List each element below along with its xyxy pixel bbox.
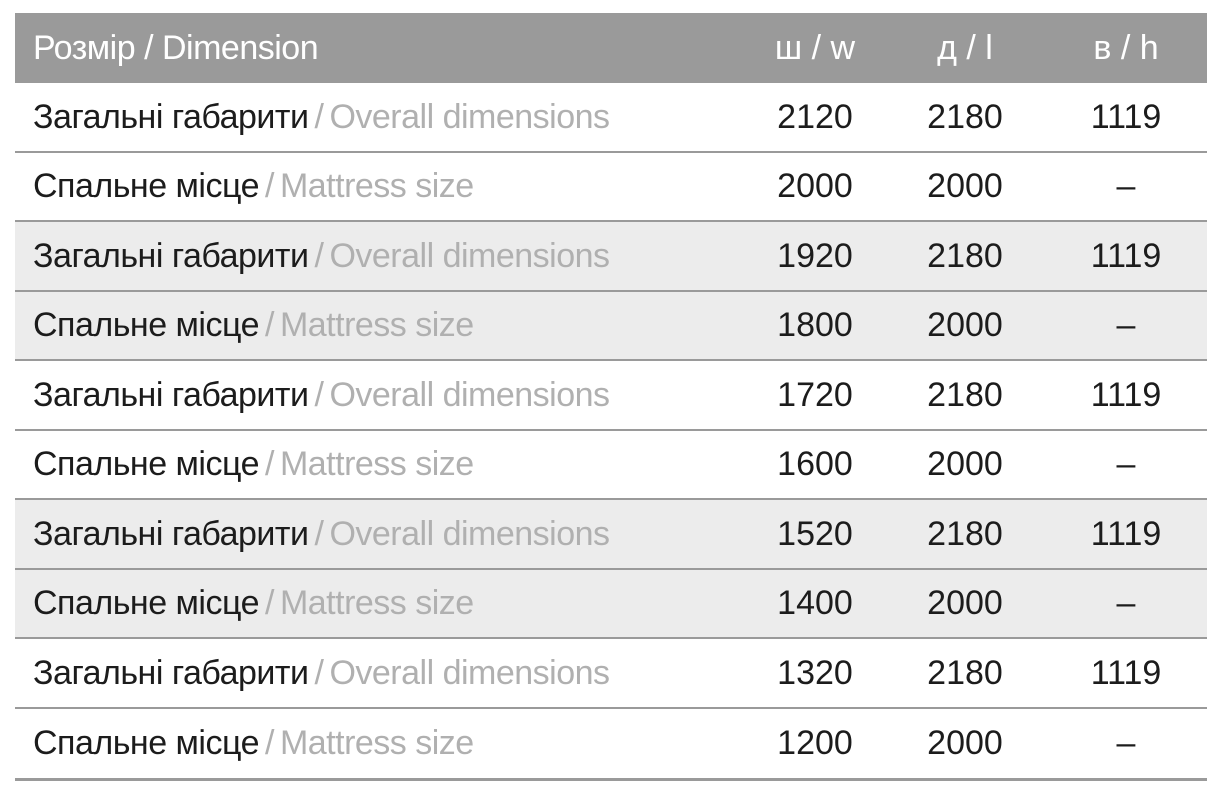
row-label: Загальні габарити / Overall dimensions <box>15 100 745 134</box>
table-row: Загальні габарити / Overall dimensions 152… <box>15 500 1207 570</box>
header-dimension-label: Розмір / Dimension <box>33 29 319 67</box>
row-label-slash: / <box>314 514 324 553</box>
row-length-value: 2180 <box>927 653 1003 692</box>
table-row: Загальні габарити / Overall dimensions 132… <box>15 639 1207 709</box>
row-height-value: – <box>1116 167 1136 206</box>
row-label-slash: / <box>265 724 274 763</box>
row-label: Спальне місце / Mattress size <box>15 169 745 203</box>
row-label-ukrainian: Загальні габарити <box>33 653 309 692</box>
row-length-value: 2000 <box>927 167 1003 206</box>
row-label: Спальне місце / Mattress size <box>15 447 745 481</box>
row-label: Спальне місце / Mattress size <box>15 586 745 620</box>
row-width-value: 1400 <box>777 584 853 623</box>
dimensions-table: Розмір / Dimension ш / w д / l в / h Заг… <box>15 13 1207 781</box>
row-label: Загальні габарити / Overall dimensions <box>15 517 745 551</box>
table-bottom-border <box>15 778 1207 781</box>
row-label: Загальні габарити / Overall dimensions <box>15 239 745 273</box>
row-label-english: Overall dimensions <box>329 97 610 136</box>
row-label-slash: / <box>265 584 274 623</box>
row-height-value: – <box>1116 306 1136 345</box>
table-row: Спальне місце / Mattress size 1200 2000 – <box>15 708 1207 778</box>
header-width-column: ш / w <box>774 29 856 67</box>
row-label: Загальні габарити / Overall dimensions <box>15 656 745 690</box>
row-length-value: 2180 <box>927 97 1003 136</box>
row-label-english: Overall dimensions <box>329 514 610 553</box>
table-row: Загальні габарити / Overall dimensions 192… <box>15 222 1207 292</box>
row-label: Загальні габарити / Overall dimensions <box>15 378 745 412</box>
table-row: Спальне місце / Mattress size 1600 2000 – <box>15 430 1207 500</box>
row-label-english: Mattress size <box>279 724 474 763</box>
table-row: Спальне місце / Mattress size 1800 2000 – <box>15 291 1207 361</box>
row-height-value: – <box>1116 584 1136 623</box>
row-height-value: 1119 <box>1090 97 1162 136</box>
row-label-ukrainian: Загальні габарити <box>33 236 309 275</box>
table-body: Загальні габарити / Overall dimensions 212… <box>15 83 1207 778</box>
row-label-slash: / <box>314 375 324 414</box>
row-label: Спальне місце / Mattress size <box>15 726 745 760</box>
table-row: Спальне місце / Mattress size 1400 2000 – <box>15 569 1207 639</box>
row-label-slash: / <box>265 445 274 484</box>
header-height-column: в / h <box>1093 29 1159 67</box>
row-label-ukrainian: Загальні габарити <box>33 514 309 553</box>
row-label-english: Overall dimensions <box>329 236 610 275</box>
row-length-value: 2180 <box>927 236 1003 275</box>
row-label-ukrainian: Спальне місце <box>33 724 260 763</box>
row-label-english: Mattress size <box>279 167 474 206</box>
row-label-slash: / <box>265 306 274 345</box>
header-length-column: д / l <box>937 29 993 67</box>
table-row: Загальні габарити / Overall dimensions 212… <box>15 83 1207 153</box>
row-length-value: 2180 <box>927 375 1003 414</box>
row-label-ukrainian: Спальне місце <box>33 167 260 206</box>
row-label-slash: / <box>314 97 324 136</box>
row-width-value: 1920 <box>777 236 853 275</box>
row-label-ukrainian: Загальні габарити <box>33 375 309 414</box>
row-width-value: 2000 <box>777 167 853 206</box>
row-label-ukrainian: Спальне місце <box>33 306 260 345</box>
row-label-english: Mattress size <box>279 584 474 623</box>
row-length-value: 2000 <box>927 584 1003 623</box>
row-label-ukrainian: Загальні габарити <box>33 97 309 136</box>
row-length-value: 2180 <box>927 514 1003 553</box>
table-row: Загальні габарити / Overall dimensions 172… <box>15 361 1207 431</box>
row-height-value: 1119 <box>1090 236 1162 275</box>
row-width-value: 1200 <box>777 724 853 763</box>
row-width-value: 1600 <box>777 445 853 484</box>
row-width-value: 1720 <box>777 375 853 414</box>
row-length-value: 2000 <box>927 724 1003 763</box>
row-height-value: 1119 <box>1090 514 1162 553</box>
row-label-slash: / <box>314 653 324 692</box>
row-label-slash: / <box>314 236 324 275</box>
row-label-slash: / <box>265 167 274 206</box>
row-width-value: 1520 <box>777 514 853 553</box>
row-label-english: Mattress size <box>279 306 474 345</box>
row-label-english: Overall dimensions <box>329 375 610 414</box>
row-label-ukrainian: Спальне місце <box>33 584 260 623</box>
row-label-english: Overall dimensions <box>329 653 610 692</box>
row-height-value: 1119 <box>1090 375 1162 414</box>
row-label-english: Mattress size <box>279 445 474 484</box>
table-row: Спальне місце / Mattress size 2000 2000 – <box>15 152 1207 222</box>
row-width-value: 2120 <box>777 97 853 136</box>
row-length-value: 2000 <box>927 306 1003 345</box>
row-length-value: 2000 <box>927 445 1003 484</box>
row-label-ukrainian: Спальне місце <box>33 445 260 484</box>
row-height-value: 1119 <box>1090 653 1162 692</box>
row-width-value: 1800 <box>777 306 853 345</box>
row-height-value: – <box>1116 724 1136 763</box>
row-height-value: – <box>1116 445 1136 484</box>
row-label: Спальне місце / Mattress size <box>15 308 745 342</box>
table-header-row: Розмір / Dimension ш / w д / l в / h <box>15 13 1207 83</box>
row-width-value: 1320 <box>777 653 853 692</box>
